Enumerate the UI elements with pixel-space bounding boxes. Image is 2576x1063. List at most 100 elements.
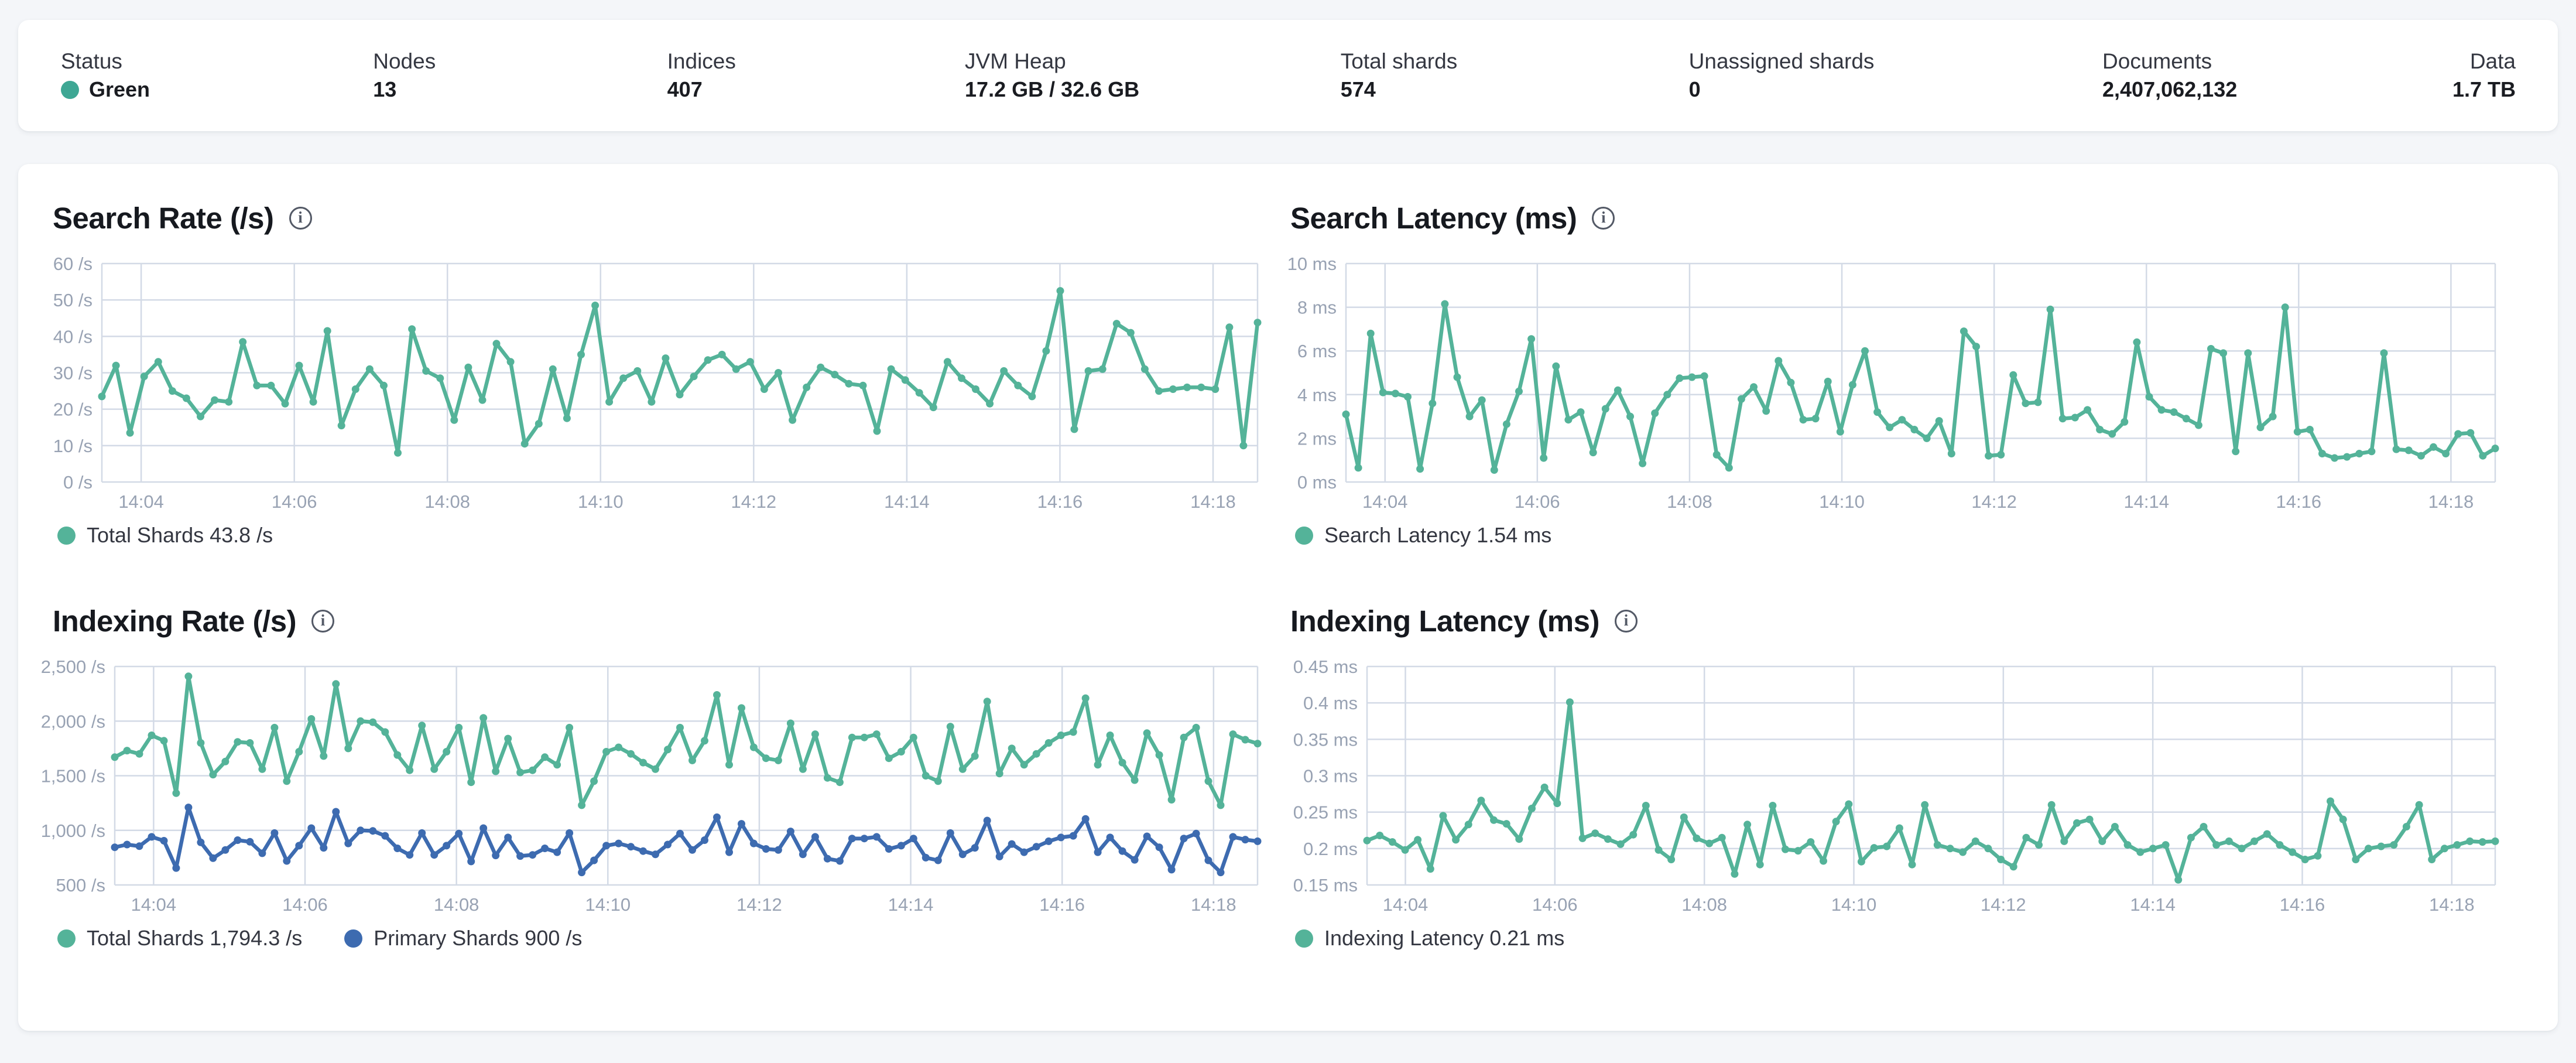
search-latency-plot-area[interactable]: 10 ms 8 ms 6 ms 4 ms 2 ms 0 ms 14:04 14:06 14:08… xyxy=(1287,254,2499,514)
svg-text:14:14: 14:14 xyxy=(888,894,934,915)
status-text: Green xyxy=(89,77,150,101)
svg-text:0.45 ms: 0.45 ms xyxy=(1293,657,1358,677)
chart-legend: Total Shards 1,794.3 /s Primary Shards 9… xyxy=(53,925,1258,951)
legend-item-search-latency[interactable]: Search Latency 1.54 ms xyxy=(1295,523,1551,548)
svg-text:14:14: 14:14 xyxy=(2130,894,2176,915)
metric-status-label: Status xyxy=(61,49,122,73)
svg-text:14:08: 14:08 xyxy=(1681,894,1727,915)
svg-text:14:16: 14:16 xyxy=(2280,894,2325,915)
metric-status: Status Green xyxy=(61,48,373,104)
chart-legend: Total Shards 43.8 /s xyxy=(53,522,1258,548)
svg-text:14:12: 14:12 xyxy=(731,491,777,512)
svg-text:14:10: 14:10 xyxy=(1819,491,1865,512)
info-icon[interactable]: i xyxy=(289,206,312,230)
info-icon[interactable]: i xyxy=(1592,206,1615,230)
metric-status-value: Green xyxy=(61,75,373,104)
chart-legend: Indexing Latency 0.21 ms xyxy=(1290,925,2495,951)
svg-text:0 ms: 0 ms xyxy=(1297,472,1337,493)
svg-text:14:16: 14:16 xyxy=(2276,491,2322,512)
svg-text:14:04: 14:04 xyxy=(1383,894,1429,915)
series-color-dot xyxy=(1295,929,1313,948)
svg-text:0.35 ms: 0.35 ms xyxy=(1293,729,1358,750)
svg-text:60 /s: 60 /s xyxy=(53,254,93,274)
indexing-latency-plot-area[interactable]: 0.45 ms 0.4 ms 0.35 ms 0.3 ms 0.25 ms 0.2 ms 0… xyxy=(1290,657,2499,917)
svg-text:0.25 ms: 0.25 ms xyxy=(1293,802,1358,823)
svg-text:14:16: 14:16 xyxy=(1039,894,1085,915)
svg-text:1,000 /s: 1,000 /s xyxy=(41,821,105,841)
svg-text:14:12: 14:12 xyxy=(1971,491,2017,512)
chart-title-indexing-rate: Indexing Rate (/s) xyxy=(53,604,297,638)
series-color-dot xyxy=(57,526,76,545)
svg-text:14:12: 14:12 xyxy=(737,894,782,915)
chart-title-search-latency: Search Latency (ms) xyxy=(1290,201,1577,235)
svg-text:14:08: 14:08 xyxy=(1667,491,1712,512)
metric-data-size: Data 1.7 TB xyxy=(2452,49,2516,101)
svg-text:14:08: 14:08 xyxy=(424,491,470,512)
svg-text:14:16: 14:16 xyxy=(1037,491,1083,512)
chart-legend: Search Latency 1.54 ms xyxy=(1290,522,2495,548)
chart-title-indexing-latency: Indexing Latency (ms) xyxy=(1290,604,1599,638)
svg-text:14:04: 14:04 xyxy=(131,894,177,915)
svg-text:14:18: 14:18 xyxy=(2429,894,2475,915)
series-color-dot xyxy=(344,929,363,948)
svg-text:14:06: 14:06 xyxy=(1532,894,1578,915)
legend-item-primary-shards[interactable]: Primary Shards 900 /s xyxy=(344,926,582,951)
svg-text:14:10: 14:10 xyxy=(1831,894,1877,915)
metric-nodes: Nodes 13 xyxy=(373,49,436,101)
svg-text:14:18: 14:18 xyxy=(1191,894,1236,915)
metric-total-shards: Total shards 574 xyxy=(1340,49,1458,101)
svg-text:14:14: 14:14 xyxy=(2123,491,2169,512)
cluster-overview-bar: Status Green Nodes 13 Indices 407 JVM He… xyxy=(18,20,2558,131)
chart-search-rate: Search Rate (/s) i 60 /s 50 /s 40 /s 30 /s 2… xyxy=(53,200,1262,548)
legend-item-indexing-latency[interactable]: Indexing Latency 0.21 ms xyxy=(1295,926,1564,951)
svg-text:6 ms: 6 ms xyxy=(1297,341,1337,361)
svg-text:2,000 /s: 2,000 /s xyxy=(41,711,105,732)
svg-text:1,500 /s: 1,500 /s xyxy=(41,766,105,787)
chart-indexing-rate: Indexing Rate (/s) i 2,500 /s 2,000 /s 1,5… xyxy=(41,603,1262,951)
chart-indexing-latency: Indexing Latency (ms) i 0.45 ms 0.4 ms 0.3… xyxy=(1290,603,2499,951)
series-color-dot xyxy=(57,929,76,948)
svg-text:4 ms: 4 ms xyxy=(1297,385,1337,405)
svg-text:0.3 ms: 0.3 ms xyxy=(1303,766,1358,787)
svg-text:10 /s: 10 /s xyxy=(53,436,93,456)
svg-text:14:12: 14:12 xyxy=(1981,894,2026,915)
info-icon[interactable]: i xyxy=(311,609,335,633)
chart-title-search-rate: Search Rate (/s) xyxy=(53,201,274,235)
svg-text:8 ms: 8 ms xyxy=(1297,298,1337,318)
svg-text:14:06: 14:06 xyxy=(1515,491,1560,512)
metric-jvm-heap: JVM Heap 17.2 GB / 32.6 GB xyxy=(965,49,1140,101)
svg-text:14:10: 14:10 xyxy=(585,894,631,915)
metric-unassigned-shards: Unassigned shards 0 xyxy=(1688,49,1875,101)
svg-text:40 /s: 40 /s xyxy=(53,326,93,347)
svg-text:14:06: 14:06 xyxy=(272,491,317,512)
health-status-dot-icon xyxy=(61,80,79,99)
search-rate-plot-area[interactable]: 60 /s 50 /s 40 /s 30 /s 20 /s 10 /s 0 /s 14:04 1… xyxy=(53,254,1262,514)
legend-item-total-shards[interactable]: Total Shards 43.8 /s xyxy=(57,523,273,548)
svg-text:0.15 ms: 0.15 ms xyxy=(1293,875,1358,895)
legend-item-total-shards[interactable]: Total Shards 1,794.3 /s xyxy=(57,926,302,951)
info-icon[interactable]: i xyxy=(1614,609,1638,633)
svg-text:30 /s: 30 /s xyxy=(53,363,93,384)
svg-text:20 /s: 20 /s xyxy=(53,399,93,420)
series-color-dot xyxy=(1295,526,1313,545)
svg-text:10 ms: 10 ms xyxy=(1287,254,1337,274)
metric-indices: Indices 407 xyxy=(667,49,736,101)
indexing-rate-plot-area[interactable]: 2,500 /s 2,000 /s 1,500 /s 1,000 /s 500 /s 14… xyxy=(41,657,1262,917)
chart-search-latency: Search Latency (ms) i 10 ms 8 ms 6 ms 4 ms 2… xyxy=(1287,200,2499,548)
svg-text:14:04: 14:04 xyxy=(118,491,164,512)
svg-text:0.4 ms: 0.4 ms xyxy=(1303,693,1358,713)
svg-text:14:18: 14:18 xyxy=(1190,491,1236,512)
svg-text:14:14: 14:14 xyxy=(884,491,930,512)
svg-text:2,500 /s: 2,500 /s xyxy=(41,657,105,677)
svg-text:14:06: 14:06 xyxy=(282,894,328,915)
metric-documents: Documents 2,407,062,132 xyxy=(2102,49,2238,101)
svg-text:0.2 ms: 0.2 ms xyxy=(1303,839,1358,859)
svg-text:14:10: 14:10 xyxy=(578,491,624,512)
svg-text:50 /s: 50 /s xyxy=(53,290,93,310)
svg-text:500 /s: 500 /s xyxy=(56,875,105,895)
svg-text:14:08: 14:08 xyxy=(434,894,479,915)
svg-text:2 ms: 2 ms xyxy=(1297,428,1337,449)
svg-text:0 /s: 0 /s xyxy=(63,472,93,493)
svg-text:14:18: 14:18 xyxy=(2428,491,2474,512)
svg-text:14:04: 14:04 xyxy=(1362,491,1408,512)
